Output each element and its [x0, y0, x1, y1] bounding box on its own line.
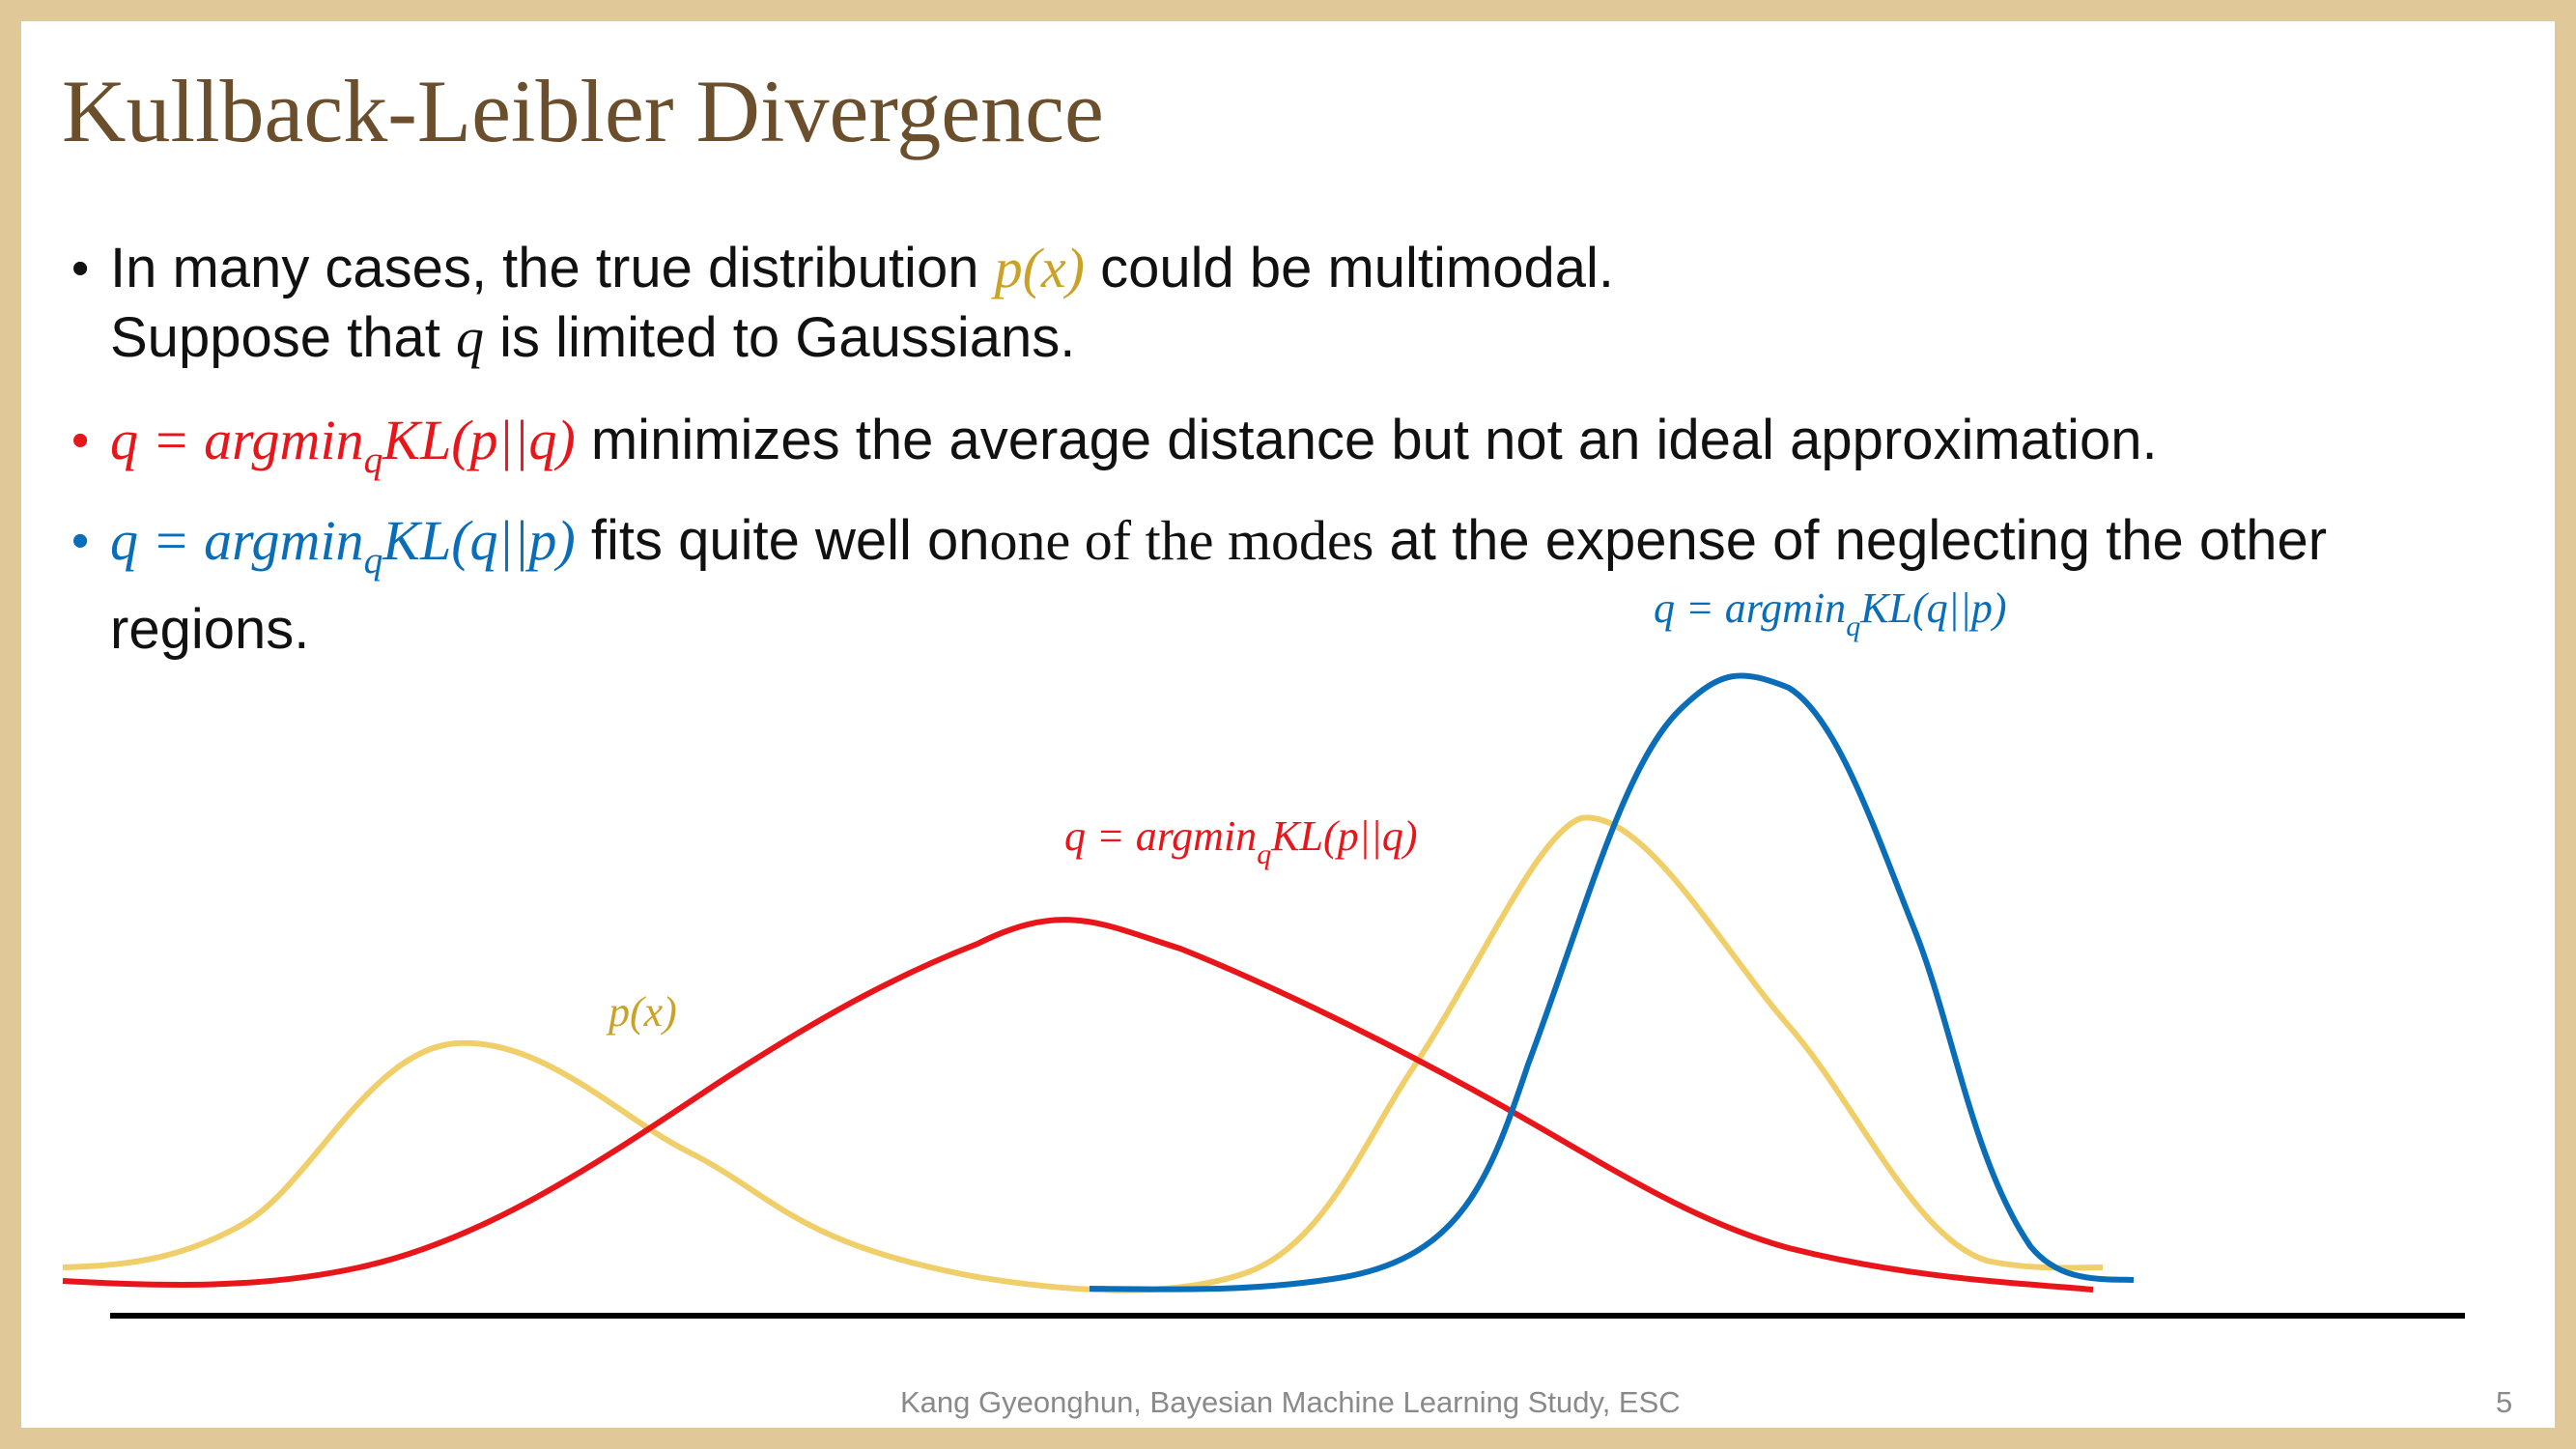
math-rhs: KL(p||q) [382, 409, 576, 471]
bullet-1-pre: In many cases, the true distribution [110, 237, 995, 299]
bullet-3-post: at the expense of neglecting the other r… [110, 509, 2328, 661]
bullet-marker: • [71, 241, 90, 297]
blue-curve [1089, 672, 2135, 1293]
math-lhs: q = argmin [110, 509, 364, 572]
label-red-rhs: KL(p||q) [1270, 812, 1417, 860]
math-rhs: KL(q||p) [382, 509, 576, 572]
bullet-1-math-q: q [455, 306, 484, 369]
label-blue-lhs: q = argmin [1654, 584, 1846, 632]
bullet-1-line2-pre: Suppose that [110, 306, 456, 369]
label-blue-rhs: KL(q||p) [1859, 584, 2006, 632]
label-red-kl: q = argminqKL(p||q) [1064, 812, 1418, 870]
distribution-diagram: p(x) q = argminqKL(p||q) q = argminqKL(q… [62, 584, 2465, 1319]
footer-credit: Kang Gyeonghun, Bayesian Machine Learnin… [900, 1385, 1681, 1419]
bullet-marker: • [71, 513, 90, 569]
red-curve [62, 917, 2094, 1293]
bullet-2-text: minimizes the average distance but not a… [575, 409, 2158, 471]
slide-title: Kullback-Leibler Divergence [62, 62, 1104, 160]
bullet-1-post: could be multimodal. [1084, 237, 1615, 299]
bullet-1-line2-post: is limited to Gaussians. [483, 306, 1076, 369]
bullet-2: • q = argminqKL(p||q) minimizes the aver… [71, 406, 2525, 495]
label-blue-kl: q = argminqKL(q||p) [1654, 584, 2007, 642]
slide: Kullback-Leibler Divergence • In many ca… [21, 21, 2555, 1428]
bullet-1-math-p: p(x) [994, 237, 1085, 299]
label-p-x: p(x) [606, 988, 677, 1036]
bullet-1-line-2: Suppose that q is limited to Gaussians. [110, 303, 2525, 373]
bullet-3-math: q = argminqKL(q||p) [110, 509, 576, 582]
page-number: 5 [2496, 1385, 2513, 1419]
math-lhs: q = argmin [110, 409, 364, 471]
label-blue-sub: q [1846, 611, 1860, 642]
bullet-3-emphasis: one of the modes [989, 509, 1374, 572]
label-red-lhs: q = argmin [1064, 812, 1257, 860]
bullet-marker: • [71, 412, 90, 469]
label-red-sub: q [1257, 838, 1271, 870]
bullet-1-line-1: In many cases, the true distribution p(x… [110, 234, 2525, 303]
bullet-3: • q = argminqKL(q||p) fits quite well on… [71, 506, 2525, 665]
math-sub: q [363, 538, 383, 582]
bullet-2-math: q = argminqKL(p||q) [110, 409, 576, 481]
bullet-3-pre: fits quite well on [575, 509, 990, 572]
p-curve [62, 814, 2104, 1293]
bullet-1: • In many cases, the true distribution p… [71, 234, 2525, 373]
math-sub: q [363, 438, 383, 481]
